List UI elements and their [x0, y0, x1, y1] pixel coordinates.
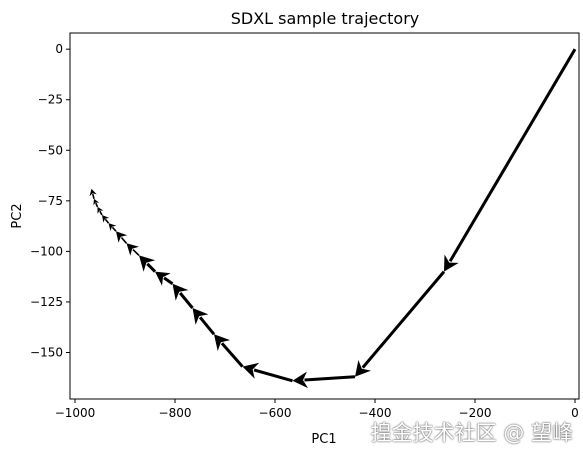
arrow-shaft — [92, 193, 95, 200]
arrow-shaft — [120, 236, 128, 244]
trajectory-arrow — [355, 270, 446, 377]
arrow-shaft — [220, 342, 244, 368]
arrow-head — [355, 360, 371, 377]
trajectory-arrow — [89, 188, 97, 200]
watermark: 揘金技术社区 @ 望峰 — [370, 421, 573, 445]
trajectory-arrow — [108, 223, 117, 232]
y-tick-label: −50 — [38, 143, 63, 157]
arrow-head — [102, 215, 110, 223]
arrow-head — [126, 243, 139, 256]
arrow-shaft — [361, 270, 446, 369]
arrow-shaft — [253, 368, 293, 383]
trajectory-arrow — [242, 362, 293, 383]
arrow-head — [97, 206, 104, 214]
arrow-head — [139, 255, 156, 272]
arrow-shaft — [132, 249, 140, 257]
arrow-shaft — [448, 48, 577, 263]
x-tick-label: −200 — [459, 406, 492, 420]
x-tick-label: 0 — [571, 406, 579, 420]
x-tick-label: −400 — [359, 406, 392, 420]
y-tick-label: −100 — [30, 244, 63, 258]
y-axis-label: PC2 — [10, 203, 25, 228]
arrow-shaft — [95, 202, 99, 208]
arrow-shaft — [111, 226, 117, 232]
trajectory-arrow — [93, 198, 100, 208]
trajectory-arrow — [126, 243, 140, 257]
arrow-shaft — [304, 375, 356, 382]
arrow-shaft — [104, 218, 110, 224]
arrow-head — [214, 334, 231, 351]
axes-frame — [69, 32, 580, 400]
y-tick-label: −125 — [30, 295, 63, 309]
x-tick-label: −600 — [259, 406, 292, 420]
x-axis-label: PC1 — [311, 432, 336, 447]
chart-title: SDXL sample trajectory — [231, 9, 420, 28]
y-tick-label: −150 — [30, 345, 63, 359]
arrow-shaft — [146, 262, 157, 273]
arrow-shaft — [163, 276, 174, 285]
arrow-head — [108, 223, 117, 231]
trajectory-arrow — [102, 215, 110, 224]
arrow-shaft — [198, 316, 216, 336]
x-tick-label: −1000 — [55, 406, 96, 420]
arrow-head — [93, 198, 100, 206]
trajectory-arrow — [292, 371, 356, 389]
trajectory-arrow — [172, 283, 194, 309]
arrow-shaft — [178, 292, 194, 309]
arrow-head — [116, 231, 128, 243]
arrow-head — [89, 188, 97, 197]
y-tick-label: −75 — [38, 194, 63, 208]
trajectory-arrows — [89, 48, 577, 389]
trajectory-arrow — [97, 206, 104, 216]
arrow-head — [155, 271, 171, 286]
arrow-head — [242, 362, 260, 379]
trajectory-arrow — [116, 231, 128, 244]
x-tick-label: −800 — [159, 406, 192, 420]
trajectory-arrow — [192, 308, 216, 336]
trajectory-arrow — [155, 271, 174, 286]
trajectory-arrow — [214, 334, 244, 368]
y-tick-label: −25 — [38, 93, 63, 107]
arrow-head — [444, 254, 459, 272]
y-tick-label: 0 — [55, 42, 63, 56]
arrow-head — [192, 308, 209, 325]
trajectory-arrow — [444, 48, 577, 272]
axis-ticks: −1000 −800 −600 −400 −200 0 0 −25 −50 −75 −100 −125… — [30, 42, 579, 420]
arrow-head — [172, 283, 189, 301]
arrow-head — [292, 371, 308, 389]
trajectory-arrow — [139, 255, 157, 273]
arrow-shaft — [99, 210, 103, 216]
